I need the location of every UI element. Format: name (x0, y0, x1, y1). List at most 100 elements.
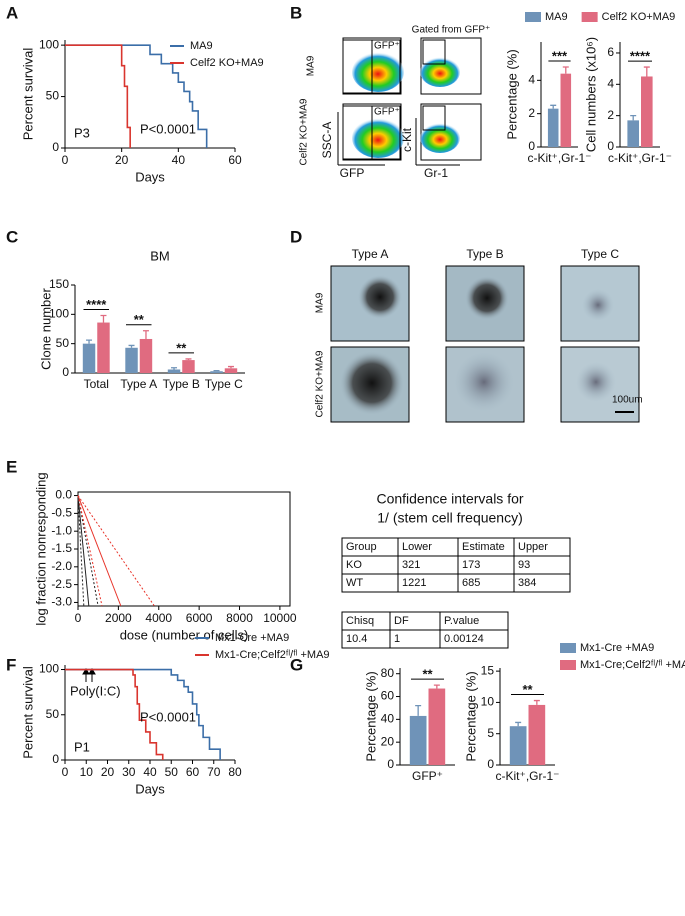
y-tick-label: 50 (46, 89, 60, 103)
x-tick-label: Type A (120, 377, 157, 391)
y-axis-label: Percentage (%) (363, 671, 378, 761)
error-bar (515, 721, 522, 727)
panel-label: F (6, 655, 16, 674)
error-bar (630, 115, 637, 121)
bar (210, 371, 223, 373)
x-tick-label: 80 (228, 765, 242, 779)
table-title: Confidence intervals for (376, 491, 523, 507)
annotation: P3 (74, 125, 90, 140)
bar (82, 343, 96, 373)
error-bar (643, 66, 650, 77)
significance: ** (522, 682, 533, 697)
frequency-line (77, 495, 103, 607)
survival-curve (65, 668, 164, 760)
error-bar (562, 66, 569, 74)
frequency-line (77, 495, 99, 607)
x-tick-label: 40 (172, 153, 186, 167)
x-tick-label: 20 (101, 765, 115, 779)
legend-swatch (560, 660, 576, 670)
survival-curve (65, 44, 131, 148)
bar (547, 108, 559, 147)
x-tick-label: c-Kit⁺,Gr-1⁻ (608, 151, 672, 165)
survival-curve (65, 668, 221, 760)
panel-label: A (6, 3, 18, 22)
error-bar (550, 104, 557, 109)
error-bar (227, 365, 234, 369)
table-text: P.value (444, 615, 479, 627)
y-tick-label: 4 (607, 76, 614, 90)
y-tick-label: 50 (56, 336, 70, 350)
legend-label: Mx1-Cre;Celf2ᶠˡ/ᶠˡ +MA9 (580, 659, 685, 671)
error-bar (86, 339, 93, 344)
legend-label: Celf2 KO+MA9 (190, 57, 264, 69)
legend-swatch (581, 12, 598, 22)
x-axis-label: Days (135, 169, 165, 184)
annotation: Poly(I:C) (70, 683, 121, 698)
gate-label: GFP⁺ (374, 107, 400, 118)
error-bar (128, 344, 135, 348)
y-tick-label: 40 (381, 712, 395, 726)
table-text: 93 (518, 559, 530, 571)
error-bar (213, 370, 220, 372)
colony-row: Celf2 KO+MA9 (315, 350, 326, 417)
panel-label: G (290, 655, 303, 674)
table-text: 1 (394, 633, 400, 645)
error-bar (142, 330, 149, 339)
table-text: KO (346, 559, 362, 571)
y-tick-label: 0 (387, 757, 394, 771)
x-axis-label: Days (135, 781, 165, 796)
x-tick-label: c-Kit⁺,Gr-1⁻ (495, 769, 559, 783)
y-tick-label: 0 (487, 757, 494, 771)
table-text: Group (346, 541, 377, 553)
significance: ** (422, 667, 433, 682)
y-axis-label: Percent survival (20, 666, 35, 759)
frequency-line (77, 495, 122, 607)
table-text: Upper (518, 541, 548, 553)
bar (167, 369, 181, 373)
panel-label: C (6, 227, 18, 246)
y-tick-label: -3.0 (51, 595, 72, 609)
significance: **** (86, 297, 107, 312)
y-tick-label: 0 (607, 139, 614, 153)
panel-label: B (290, 3, 302, 22)
legend-label: MA9 (190, 40, 213, 52)
table-text: 0.00124 (444, 633, 484, 645)
x-tick-label: 0 (75, 611, 82, 625)
bar (182, 360, 195, 373)
table-text: 321 (402, 559, 420, 571)
y-axis-label: log fraction nonresponding (33, 472, 48, 625)
table-text: Estimate (462, 541, 505, 553)
survival-curve (65, 44, 208, 148)
x-tick-label: Type C (205, 377, 243, 391)
x-tick-label: 6000 (186, 611, 213, 625)
y-tick-label: 15 (481, 663, 495, 677)
error-bar (171, 367, 178, 370)
gate-title: Gated from GFP⁺ (412, 25, 491, 36)
plot-frame (77, 491, 291, 607)
x-tick-label: Total (84, 377, 109, 391)
table-text: 1221 (402, 577, 426, 589)
y-tick-label: 10 (481, 695, 495, 709)
flow-x-label: Gr-1 (424, 166, 448, 180)
flow-x-label: GFP (340, 166, 365, 180)
y-tick-label: 5 (487, 726, 494, 740)
colony-column: Type A (352, 247, 389, 261)
gate-label: GFP⁺ (374, 41, 400, 52)
bar (224, 368, 238, 373)
x-tick-label: 40 (143, 765, 157, 779)
panel-label: D (290, 227, 302, 246)
significance: ** (176, 340, 187, 355)
y-tick-label: 0 (62, 365, 69, 379)
y-tick-label: 0 (52, 752, 59, 766)
significance: **** (630, 49, 651, 64)
x-tick-label: 0 (62, 765, 69, 779)
x-tick-label: GFP⁺ (412, 769, 443, 783)
bar (627, 120, 639, 147)
table-text: 384 (518, 577, 536, 589)
y-tick-label: 100 (49, 307, 69, 321)
flow-row-label: Celf2 KO+MA9 (299, 98, 310, 165)
y-tick-label: -1.5 (51, 541, 72, 555)
table-text: 173 (462, 559, 480, 571)
legend-label: Celf2 KO+MA9 (602, 11, 676, 23)
